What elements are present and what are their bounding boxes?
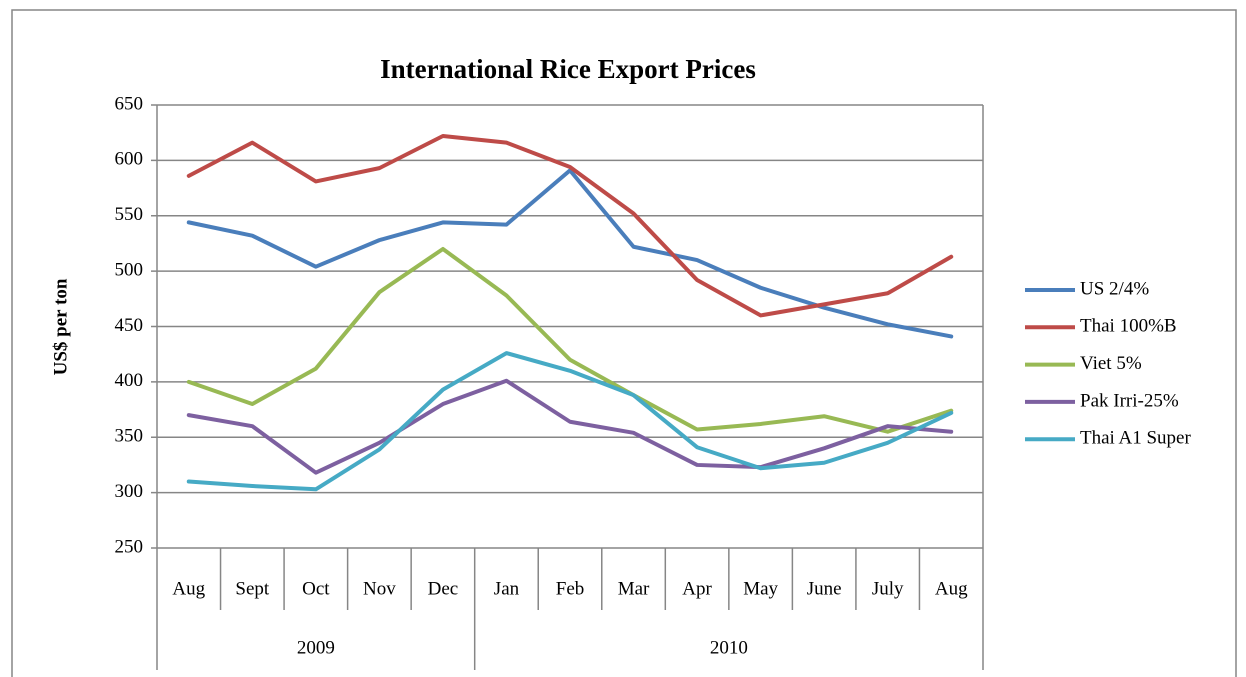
y-tick-label: 250 xyxy=(115,536,144,557)
series-line xyxy=(186,168,954,339)
legend-label: Thai A1 Super xyxy=(1080,428,1191,449)
x-tick-label: Jan xyxy=(494,578,520,599)
x-tick-label: Apr xyxy=(682,578,712,599)
legend-label: Pak Irri-25% xyxy=(1080,390,1179,411)
x-tick-label: Sept xyxy=(235,578,270,599)
series-line xyxy=(186,351,954,492)
x-tick-label: Feb xyxy=(556,578,585,599)
x-tick-label: Dec xyxy=(428,578,459,599)
series-line xyxy=(186,246,954,434)
legend-label: Viet 5% xyxy=(1080,353,1142,374)
x-tick-label: Mar xyxy=(618,578,650,599)
y-tick-label: 600 xyxy=(115,149,144,170)
x-tick-label: May xyxy=(743,578,778,599)
y-tick-label: 400 xyxy=(115,370,144,391)
x-tick-label: July xyxy=(872,578,904,599)
x-tick-label: Oct xyxy=(302,578,330,599)
x-tick-label: Aug xyxy=(172,578,205,599)
x-group-label: 2010 xyxy=(710,637,748,658)
y-tick-label: 450 xyxy=(115,315,144,336)
x-tick-label: Nov xyxy=(363,578,396,599)
legend-label: US 2/4% xyxy=(1080,278,1149,299)
series-line xyxy=(186,134,954,318)
y-axis-label: US$ per ton xyxy=(50,278,71,375)
x-tick-label: June xyxy=(807,578,842,599)
chart-border xyxy=(11,9,1237,677)
y-tick-label: 550 xyxy=(115,204,144,225)
x-tick-label: Aug xyxy=(935,578,968,599)
legend-label: Thai 100%B xyxy=(1080,316,1177,337)
series-line xyxy=(186,378,954,475)
x-group-label: 2009 xyxy=(297,637,335,658)
chart-title: International Rice Export Prices xyxy=(380,54,756,84)
y-tick-label: 300 xyxy=(115,481,144,502)
y-tick-label: 650 xyxy=(115,93,144,114)
y-tick-label: 500 xyxy=(115,259,144,280)
y-tick-label: 350 xyxy=(115,426,144,447)
